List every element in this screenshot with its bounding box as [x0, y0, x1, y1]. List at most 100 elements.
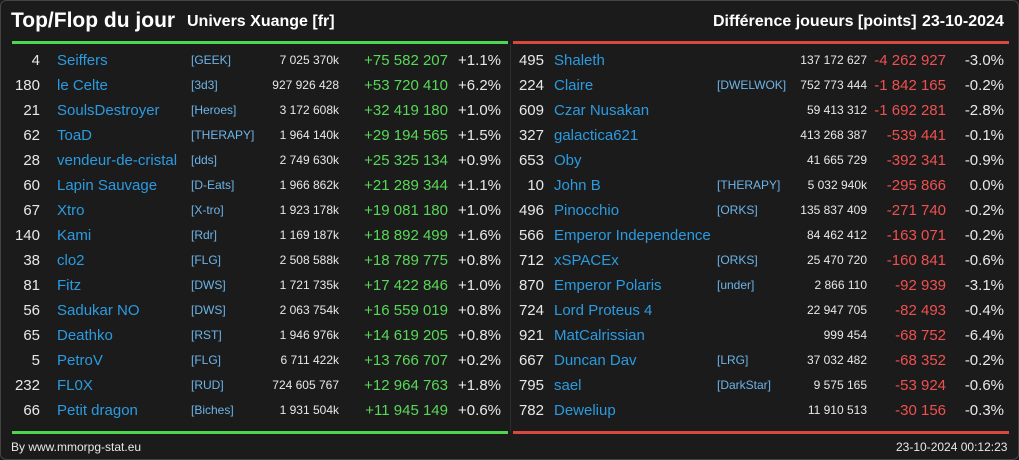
alliance-tag[interactable]: [Biches] [191, 403, 234, 417]
top-row: 232 FL0X [RUD] 724 605 767 +12 964 763 +1.8% [1, 373, 501, 398]
flop-separator-bar [513, 41, 1009, 44]
alliance-tag[interactable]: [THERAPY] [191, 128, 255, 142]
flop-row: 782 Deweliup 11 910 513 -30 156 -0.3% [513, 398, 1009, 423]
points-gain: +75 582 207 [364, 52, 448, 69]
alliance-tag[interactable]: [ORKS] [717, 203, 758, 217]
player-name-link[interactable]: xSPACEx [554, 252, 619, 269]
player-name-link[interactable]: Lord Proteus 4 [554, 302, 653, 319]
alliance-tag[interactable]: [GEEK] [191, 53, 232, 67]
player-name-link[interactable]: Kami [57, 227, 92, 244]
player-points: 6 711 422k [280, 353, 340, 367]
player-rank: 566 [518, 227, 544, 244]
player-name-link[interactable]: Duncan Dav [554, 352, 637, 369]
player-name-link[interactable]: Shaleth [554, 52, 605, 69]
points-loss: -271 740 [886, 202, 946, 219]
percent-change: -0.4% [964, 302, 1004, 319]
player-name-link[interactable]: Lapin Sauvage [57, 177, 158, 194]
percent-change: +1.0% [458, 277, 501, 294]
alliance-tag[interactable]: [FLG] [191, 253, 222, 267]
player-name-link[interactable]: Petit dragon [57, 402, 138, 419]
alliance-tag[interactable]: [RUD] [191, 378, 224, 392]
player-name-link[interactable]: MatCalrissian [554, 327, 645, 344]
points-gain: +13 766 707 [364, 352, 448, 369]
player-name-link[interactable]: PetroV [57, 352, 103, 369]
player-rank: 496 [518, 202, 544, 219]
alliance-tag[interactable]: [under] [717, 278, 755, 292]
alliance-tag[interactable]: [dds] [191, 153, 218, 167]
timestamp-text: 23-10-2024 00:12:23 [896, 440, 1008, 454]
player-name-link[interactable]: ToaD [57, 127, 93, 144]
top-row: 180 le Celte [3d3] 927 926 428 +53 720 410 +6… [1, 73, 501, 98]
player-name-link[interactable]: Deweliup [554, 402, 616, 419]
player-rank: 4 [31, 52, 40, 69]
player-rank: 609 [518, 102, 544, 119]
player-name-link[interactable]: Claire [554, 77, 594, 94]
player-rank: 5 [31, 352, 40, 369]
player-name-link[interactable]: Emperor Polaris [554, 277, 662, 294]
player-name-link[interactable]: Sadukar NO [57, 302, 140, 319]
flop-row: 653 Oby 41 665 729 -392 341 -0.9% [513, 148, 1009, 173]
player-rank: 224 [518, 77, 544, 94]
flop-row: 224 Claire [DWELWOK] 752 773 444 -1 842 165 -… [513, 73, 1009, 98]
player-name-link[interactable]: SoulsDestroyer [57, 102, 160, 119]
top-separator-bar [12, 41, 508, 44]
points-loss: -392 341 [886, 152, 946, 169]
alliance-tag[interactable]: [DWS] [191, 303, 226, 317]
alliance-tag[interactable]: [X-tro] [191, 203, 224, 217]
date-label: 23-10-2024 [922, 13, 1004, 30]
player-name-link[interactable]: galactica621 [554, 127, 639, 144]
alliance-tag[interactable]: [DarkStar] [717, 378, 772, 392]
points-gain: +18 789 775 [364, 252, 448, 269]
percent-change: -0.9% [964, 152, 1004, 169]
alliance-tag[interactable]: [DWS] [191, 278, 226, 292]
top-row: 67 Xtro [X-tro] 1 923 178k +19 081 180 +1.0% [1, 198, 501, 223]
alliance-tag[interactable]: [RST] [191, 328, 222, 342]
player-name-link[interactable]: vendeur-de-cristal [57, 152, 178, 169]
player-rank: 65 [23, 327, 40, 344]
flop-row: 795 sael [DarkStar] 9 575 165 -53 924 -0.6% [513, 373, 1009, 398]
player-points: 1 931 504k [279, 403, 339, 417]
player-name-link[interactable]: Fitz [57, 277, 82, 294]
player-points: 1 721 735k [279, 278, 339, 292]
player-name-link[interactable]: Oby [554, 152, 582, 169]
points-loss: -295 866 [886, 177, 946, 194]
alliance-tag[interactable]: [3d3] [191, 78, 218, 92]
player-name-link[interactable]: Emperor Independence [554, 227, 711, 244]
player-name-link[interactable]: Seiffers [57, 52, 108, 69]
alliance-tag[interactable]: [LRG] [717, 353, 749, 367]
points-gain: +19 081 180 [364, 202, 448, 219]
percent-change: -0.3% [964, 402, 1004, 419]
alliance-tag[interactable]: [Rdr] [191, 228, 218, 242]
player-rank: 653 [518, 152, 544, 169]
player-name-link[interactable]: Pinocchio [554, 202, 620, 219]
player-points: 59 413 312 [806, 103, 867, 117]
player-points: 1 946 976k [279, 328, 339, 342]
player-points: 137 172 627 [800, 53, 867, 67]
player-rank: 712 [518, 252, 544, 269]
player-points: 413 268 387 [800, 128, 867, 142]
player-name-link[interactable]: clo2 [57, 252, 85, 269]
player-name-link[interactable]: Deathko [57, 327, 113, 344]
alliance-tag[interactable]: [THERAPY] [717, 178, 781, 192]
alliance-tag[interactable]: [DWELWOK] [717, 78, 787, 92]
alliance-tag[interactable]: [Heroes] [191, 103, 237, 117]
player-name-link[interactable]: sael [554, 377, 582, 394]
alliance-tag[interactable]: [D-Eats] [191, 178, 235, 192]
player-name-link[interactable]: John B [554, 177, 601, 194]
player-name-link[interactable]: FL0X [57, 377, 93, 394]
top-row: 66 Petit dragon [Biches] 1 931 504k +11 945 … [1, 398, 501, 423]
player-points: 2 508 588k [279, 253, 339, 267]
top-row: 140 Kami [Rdr] 1 169 187k +18 892 499 +1.6% [1, 223, 501, 248]
alliance-tag[interactable]: [ORKS] [717, 253, 758, 267]
flop-row: 870 Emperor Polaris [under] 2 866 110 -92 93… [513, 273, 1009, 298]
player-name-link[interactable]: Xtro [57, 202, 85, 219]
percent-change: -3.0% [964, 52, 1004, 69]
player-points: 999 454 [823, 328, 867, 342]
alliance-tag[interactable]: [FLG] [191, 353, 222, 367]
player-name-link[interactable]: Czar Nusakan [554, 102, 650, 119]
player-name-link[interactable]: le Celte [57, 77, 108, 94]
player-points: 1 966 862k [279, 178, 339, 192]
player-points: 927 926 428 [272, 78, 339, 92]
player-points: 3 172 608k [279, 103, 339, 117]
flop-row: 495 Shaleth 137 172 627 -4 262 927 -3.0% [513, 48, 1009, 73]
